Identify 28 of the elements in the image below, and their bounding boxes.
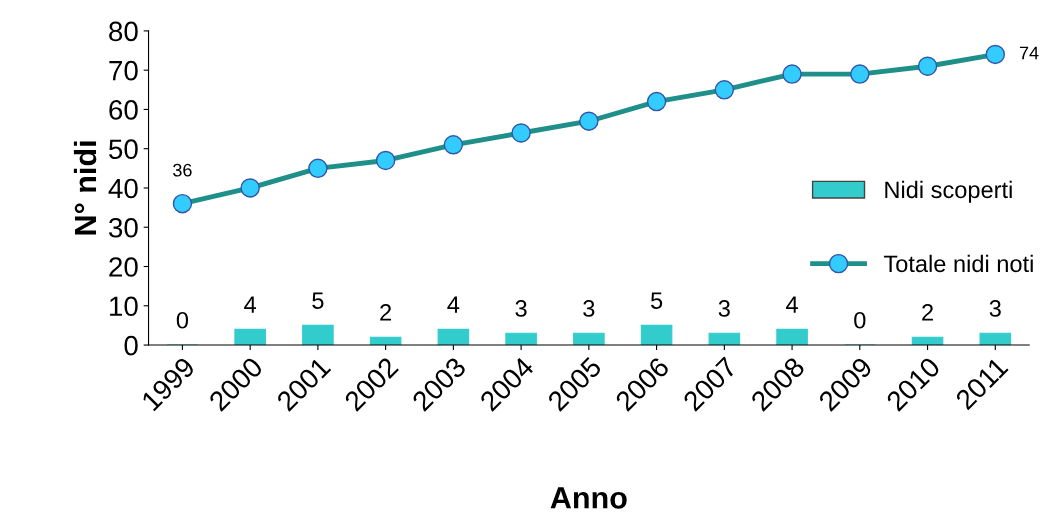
- y-tick-label: 80: [109, 21, 138, 42]
- data-label: 2: [380, 304, 392, 321]
- data-label: 3: [718, 300, 730, 317]
- data-label: 36: [173, 163, 192, 177]
- data-label: 3: [583, 300, 595, 317]
- y-tick-label: 70: [109, 60, 138, 81]
- y-tick-label: 20: [109, 257, 138, 277]
- y-tick-label: 60: [109, 100, 138, 120]
- data-label: 4: [244, 296, 257, 313]
- data-label: 5: [312, 292, 324, 309]
- data-label: 4: [447, 296, 460, 313]
- data-label: 74: [1019, 46, 1039, 60]
- data-label: 3: [989, 300, 1001, 317]
- data-label: 2: [922, 304, 933, 321]
- data-label: 3: [515, 300, 527, 317]
- y-tick-label: 0: [124, 335, 138, 356]
- y-axis-title: N° nidi: [73, 141, 97, 235]
- data-label: 5: [650, 292, 663, 309]
- y-tick-label: 10: [110, 296, 138, 317]
- data-label: 0: [854, 311, 866, 329]
- legend-label: Totale nidi noti: [883, 254, 1033, 273]
- y-tick-label: 30: [108, 217, 138, 238]
- data-label: 4: [786, 296, 798, 313]
- y-tick-label: 50: [109, 139, 138, 160]
- y-tick-label: 40: [108, 178, 138, 199]
- x-axis-title: Anno: [550, 487, 627, 509]
- data-label: 0: [176, 311, 189, 329]
- legend-label: Nidi scoperti: [885, 180, 1012, 203]
